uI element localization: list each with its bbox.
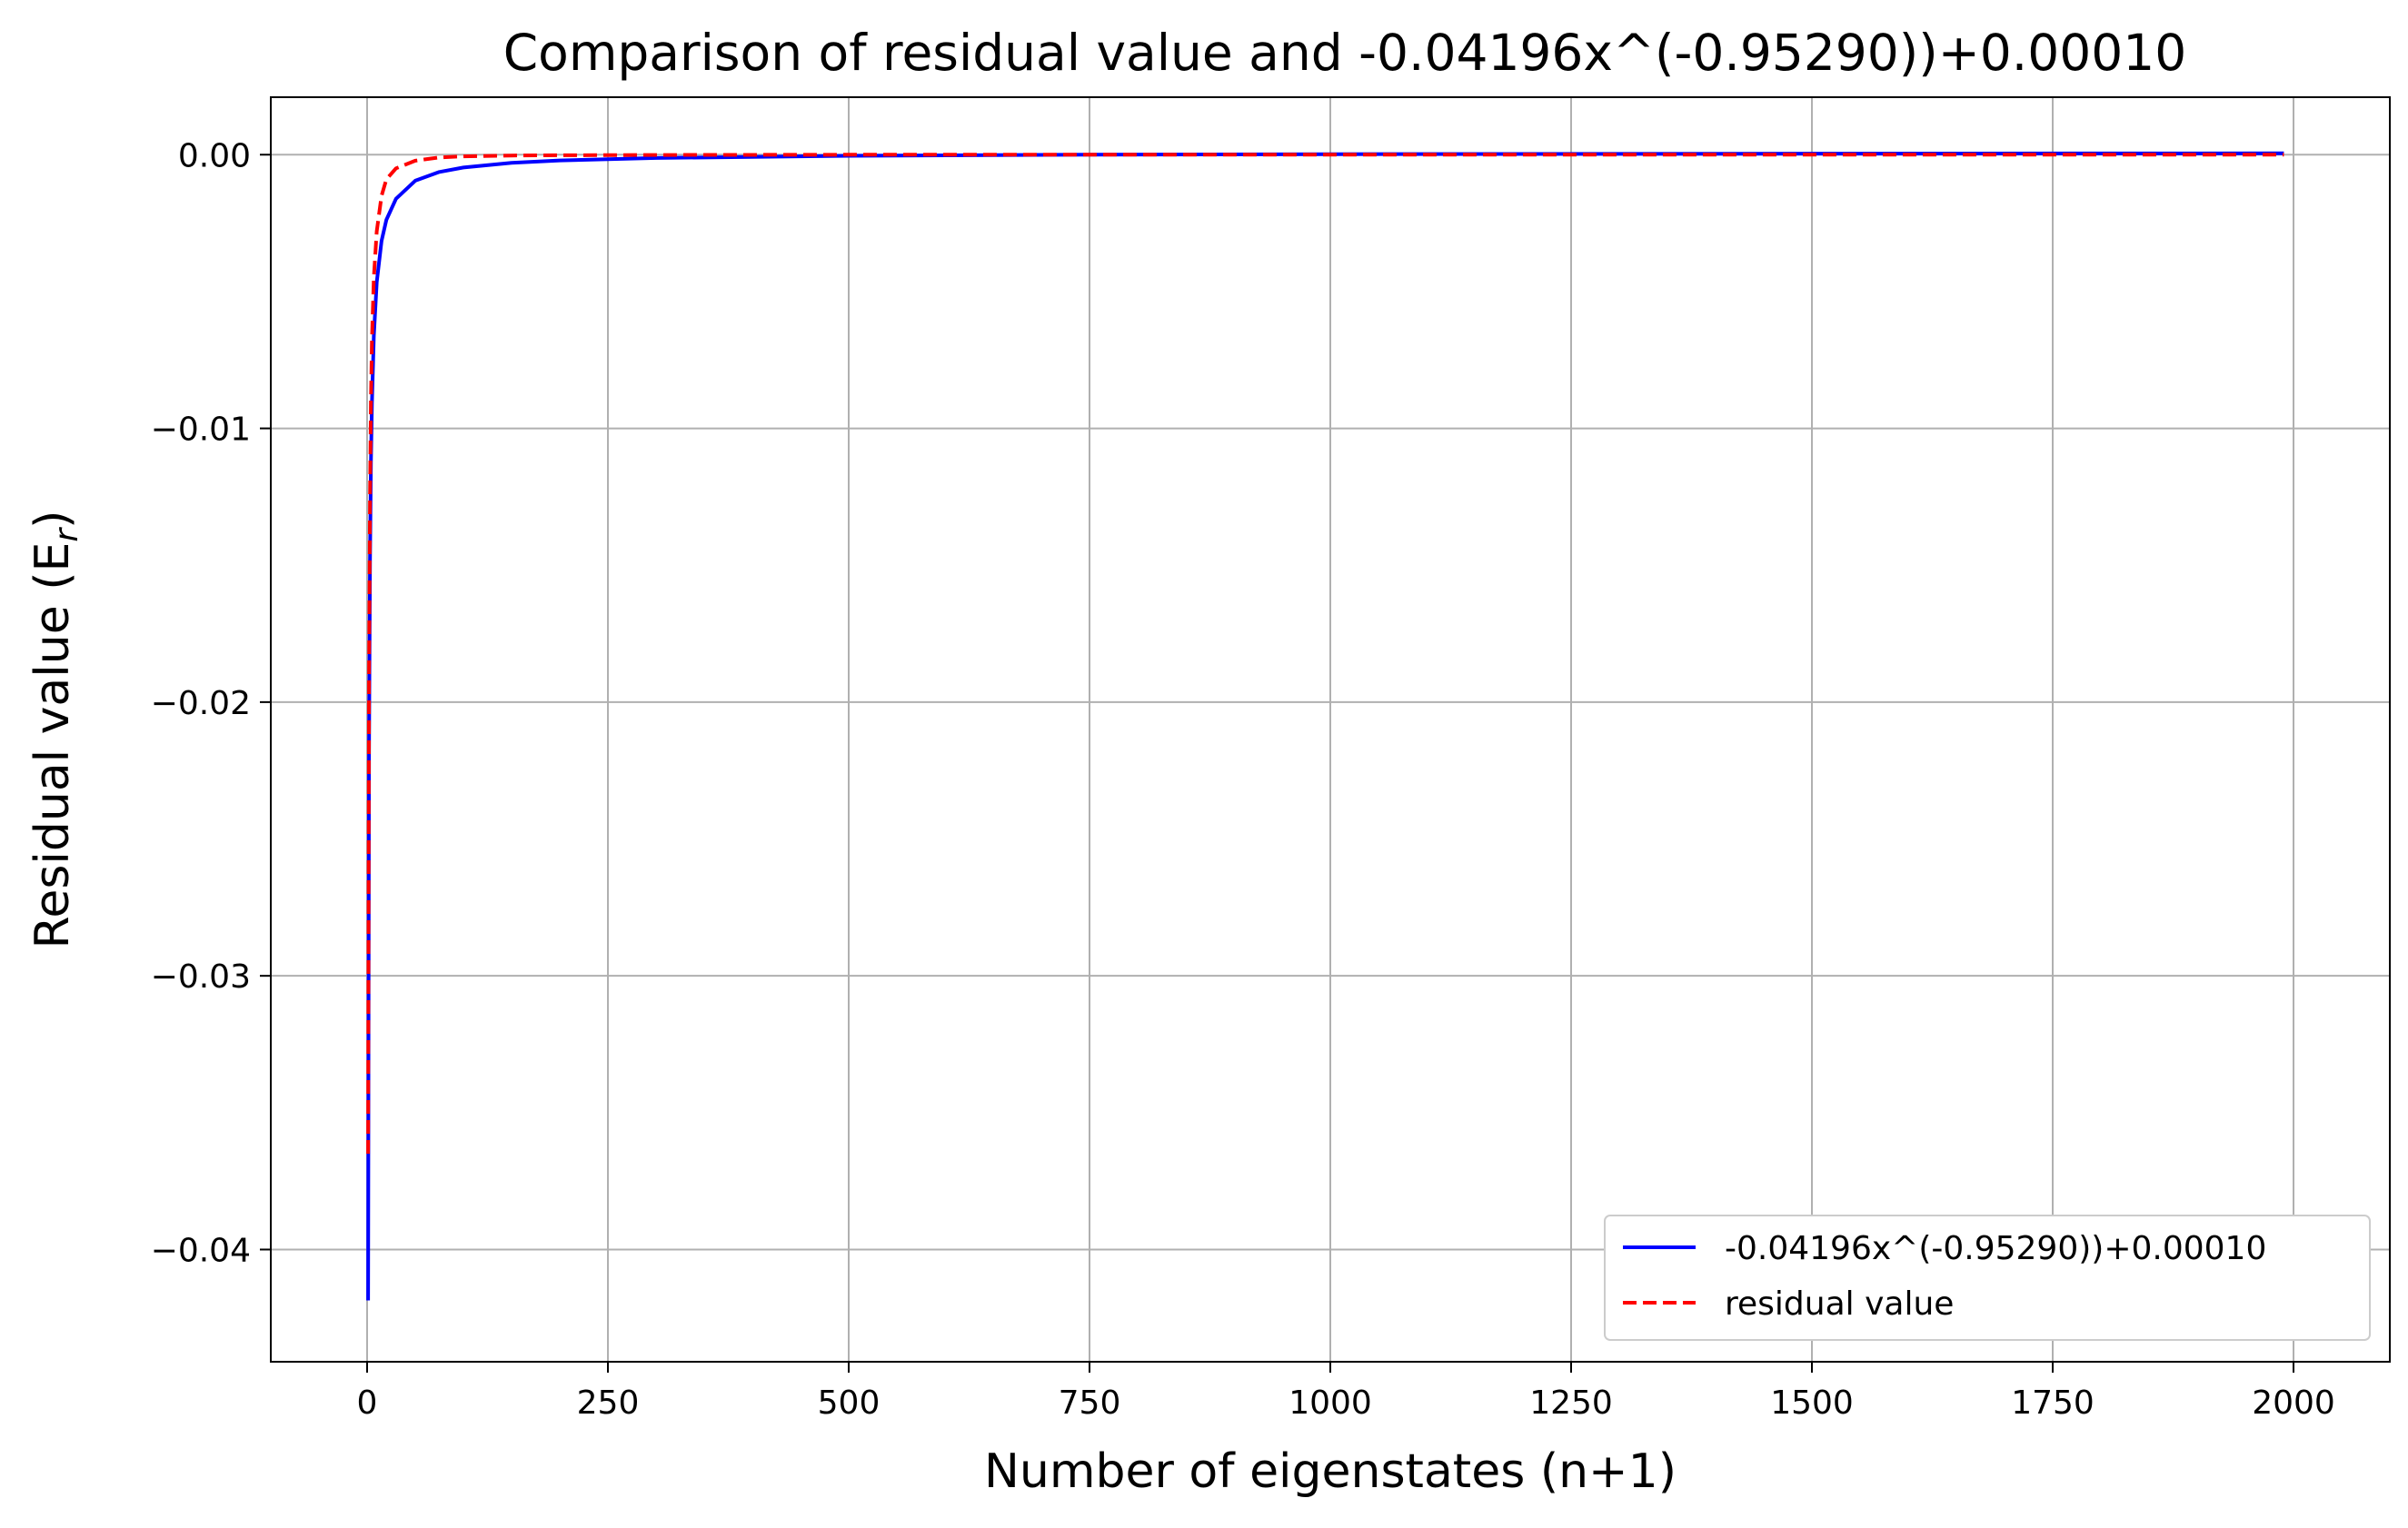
legend: -0.04196x^(-0.95290))+0.00010 residual v… [1604,1215,2371,1341]
y-axis-label-close: ) [25,511,80,529]
plot-area: 0 250 500 750 1000 1250 1500 1750 2000 0.00 −0.01… [151,96,2391,1422]
y-tick-label: −0.03 [151,958,251,996]
y-axis-label: Residual value (Er) [25,511,85,949]
x-tick-label: 1250 [1529,1384,1613,1422]
x-axis-ticks: 0 250 500 750 1000 1250 1500 1750 2000 [357,1362,2335,1422]
x-tick-label: 250 [577,1384,640,1422]
y-axis-label-main: Residual value (E [25,542,80,949]
x-tick-label: 1000 [1289,1384,1372,1422]
y-tick-label: −0.04 [151,1232,251,1269]
x-tick-label: 0 [357,1384,378,1422]
y-tick-label: −0.02 [151,685,251,722]
y-tick-label: −0.01 [151,412,251,449]
x-tick-label: 2000 [2252,1384,2335,1422]
y-tick-label: 0.00 [178,137,251,174]
series-lines [366,151,2284,1301]
legend-label-fit: -0.04196x^(-0.95290))+0.00010 [1725,1230,2266,1267]
y-axis-label-subscript: r [48,527,85,542]
x-axis-label: Number of eigenstates (n+1) [984,1444,1677,1499]
x-tick-label: 750 [1059,1384,1121,1422]
x-tick-label: 1750 [2011,1384,2095,1422]
x-tick-label: 1500 [1770,1384,1854,1422]
y-axis-ticks: 0.00 −0.01 −0.02 −0.03 −0.04 [151,137,271,1269]
grid [271,97,2390,1362]
chart-title: Comparison of residual value and -0.0419… [503,24,2186,82]
legend-label-residual: residual value [1725,1285,1954,1323]
series-line-residual [366,153,2284,1155]
legend-box [1604,1215,2371,1341]
x-tick-label: 500 [818,1384,881,1422]
